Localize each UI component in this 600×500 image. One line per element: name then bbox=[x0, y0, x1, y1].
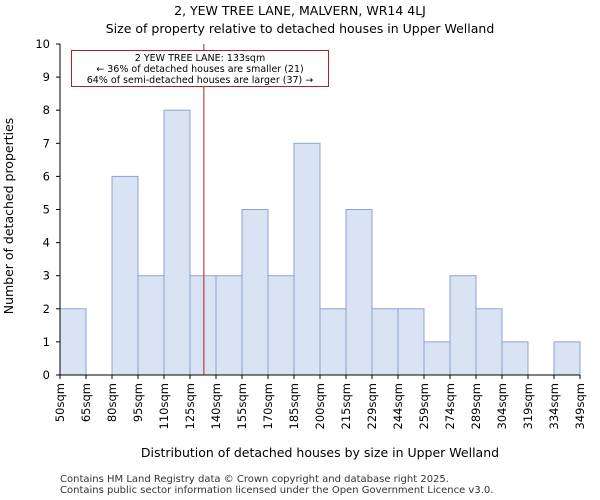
annotation-line-3: 64% of semi-detached houses are larger (… bbox=[86, 75, 314, 86]
x-tick-label: 125sqm bbox=[183, 383, 197, 429]
x-tick-label: 229sqm bbox=[365, 383, 379, 429]
x-tick-label: 244sqm bbox=[391, 383, 405, 429]
y-tick-label: 10 bbox=[35, 37, 50, 51]
histogram-bar bbox=[111, 175, 139, 376]
y-tick-label: 9 bbox=[43, 70, 50, 84]
y-tick-label: 0 bbox=[43, 368, 50, 382]
histogram-bar bbox=[267, 275, 295, 376]
x-tick-label: 50sqm bbox=[53, 383, 67, 422]
x-tick-label: 185sqm bbox=[287, 383, 301, 429]
histogram-bar bbox=[553, 341, 581, 376]
y-tick-label: 4 bbox=[43, 236, 50, 250]
histogram-bar bbox=[423, 341, 451, 376]
y-axis-label: Number of detached properties bbox=[1, 118, 16, 315]
x-tick-label: 289sqm bbox=[469, 383, 483, 429]
histogram-bar bbox=[371, 308, 399, 376]
x-tick-label: 140sqm bbox=[209, 383, 223, 429]
x-tick-label: 95sqm bbox=[131, 383, 145, 422]
x-tick-label: 65sqm bbox=[79, 383, 93, 422]
x-tick-label: 170sqm bbox=[261, 383, 275, 429]
x-tick-label: 259sqm bbox=[417, 383, 431, 429]
histogram-bar bbox=[449, 275, 477, 376]
histogram-bar bbox=[345, 209, 373, 376]
x-tick-label: 319sqm bbox=[521, 383, 535, 429]
x-tick-label: 304sqm bbox=[495, 383, 509, 429]
histogram-bar bbox=[397, 308, 425, 376]
y-tick-label: 7 bbox=[43, 136, 50, 150]
annotation-line-1: 2 YEW TREE LANE: 133sqm bbox=[134, 53, 266, 64]
chart-subtitle: Size of property relative to detached ho… bbox=[105, 21, 495, 36]
histogram-bar bbox=[293, 142, 321, 376]
y-tick-label: 8 bbox=[43, 103, 50, 117]
x-tick-label: 110sqm bbox=[157, 383, 171, 429]
y-tick-label: 1 bbox=[43, 335, 50, 349]
histogram-bar bbox=[189, 275, 217, 376]
histogram-bar bbox=[319, 308, 347, 376]
x-tick-label: 155sqm bbox=[235, 383, 249, 429]
x-tick-label: 274sqm bbox=[443, 383, 457, 429]
x-axis-label: Distribution of detached houses by size … bbox=[141, 445, 499, 460]
annotation-line-2: ← 36% of detached houses are smaller (21… bbox=[96, 64, 304, 75]
histogram-bar bbox=[501, 341, 529, 376]
y-tick-label: 5 bbox=[43, 203, 50, 217]
y-tick-label: 2 bbox=[43, 302, 50, 316]
x-tick-label: 80sqm bbox=[105, 383, 119, 422]
histogram-bar bbox=[241, 209, 269, 376]
histogram-bar bbox=[475, 308, 503, 376]
footer-line-2: Contains public sector information licen… bbox=[60, 485, 494, 496]
y-tick-label: 6 bbox=[43, 169, 50, 183]
footer-line-1: Contains HM Land Registry data © Crown c… bbox=[60, 474, 449, 485]
y-tick-label: 3 bbox=[43, 269, 50, 283]
x-tick-label: 349sqm bbox=[573, 383, 587, 429]
x-tick-label: 215sqm bbox=[339, 383, 353, 429]
histogram-bar bbox=[59, 308, 87, 376]
histogram-bar bbox=[137, 275, 165, 376]
chart-title: 2, YEW TREE LANE, MALVERN, WR14 4LJ bbox=[174, 3, 426, 18]
histogram-bar bbox=[215, 275, 243, 376]
annotation-box: 2 YEW TREE LANE: 133sqm ← 36% of detache… bbox=[71, 50, 329, 87]
x-tick-label: 334sqm bbox=[547, 383, 561, 429]
x-tick-label: 200sqm bbox=[313, 383, 327, 429]
histogram-bar bbox=[163, 109, 191, 376]
